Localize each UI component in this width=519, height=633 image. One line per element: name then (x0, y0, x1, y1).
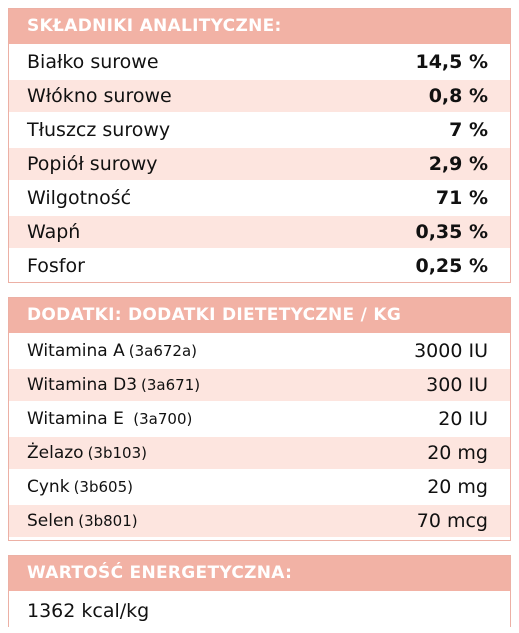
row-value: 70 mcg (416, 510, 488, 532)
table-row: Selen (3b801) 70 mcg (9, 503, 510, 537)
table-row: Fosfor 0,25 % (9, 248, 510, 282)
row-value: 0,25 % (415, 255, 488, 277)
table-row: Witamina A (3a672a) 3000 IU (9, 333, 510, 367)
row-label: Witamina E (3a700) (27, 409, 193, 429)
row-label: Białko surowe (27, 51, 159, 73)
row-value: 20 mg (427, 476, 488, 498)
table-row: Wilgotność 71 % (9, 180, 510, 214)
energy-value: 1362 kcal/kg (9, 591, 510, 627)
row-code: (3b103) (87, 444, 147, 462)
table-row: Witamina E (3a700) 20 IU (9, 401, 510, 435)
row-label: Fosfor (27, 255, 85, 277)
row-label: Witamina D3 (3a671) (27, 375, 201, 395)
table-row: Wapń 0,35 % (9, 214, 510, 248)
row-value: 0,8 % (428, 85, 488, 107)
row-code: (3a671) (141, 376, 201, 394)
row-code: (3b605) (73, 478, 133, 496)
table-row: Cynk (3b605) 20 mg (9, 469, 510, 503)
row-value: 2,9 % (428, 153, 488, 175)
analytical-components-header: SKŁADNIKI ANALITYCZNE: (9, 9, 510, 44)
row-code: (3a672a) (128, 342, 198, 360)
energy-value-panel: WARTOŚĆ ENERGETYCZNA: 1362 kcal/kg (8, 555, 511, 627)
additives-panel: DODATKI: DODATKI DIETETYCZNE / KG Witami… (8, 297, 511, 541)
row-value: 20 IU (438, 408, 488, 430)
energy-value-header: WARTOŚĆ ENERGETYCZNA: (9, 556, 510, 591)
row-label: Wapń (27, 221, 81, 243)
row-value: 7 % (449, 119, 488, 141)
table-row: Żelazo (3b103) 20 mg (9, 435, 510, 469)
row-label: Cynk (3b605) (27, 477, 133, 497)
table-row: Białko surowe 14,5 % (9, 44, 510, 78)
additives-rows: Witamina A (3a672a) 3000 IU Witamina D3 (3… (9, 333, 510, 537)
row-value: 71 % (435, 187, 488, 209)
row-label: Włókno surowe (27, 85, 172, 107)
row-value: 300 IU (426, 374, 488, 396)
analytical-components-rows: Białko surowe 14,5 % Włókno surowe 0,8 %… (9, 44, 510, 282)
additives-header: DODATKI: DODATKI DIETETYCZNE / KG (9, 298, 510, 333)
analytical-components-panel: SKŁADNIKI ANALITYCZNE: Białko surowe 14,… (8, 8, 511, 283)
row-label: Wilgotność (27, 187, 132, 209)
row-label: Tłuszcz surowy (27, 119, 171, 141)
row-value: 3000 IU (414, 340, 488, 362)
row-label: Witamina A (3a672a) (27, 341, 198, 361)
row-label: Żelazo (3b103) (27, 443, 147, 463)
table-row: Tłuszcz surowy 7 % (9, 112, 510, 146)
table-row: Popiół surowy 2,9 % (9, 146, 510, 180)
row-value: 20 mg (427, 442, 488, 464)
row-value: 0,35 % (415, 221, 488, 243)
table-row: Witamina D3 (3a671) 300 IU (9, 367, 510, 401)
table-row: Włókno surowe 0,8 % (9, 78, 510, 112)
row-label: Selen (3b801) (27, 511, 138, 531)
row-code: (3b801) (78, 512, 138, 530)
row-label: Popiół surowy (27, 153, 158, 175)
row-value: 14,5 % (415, 51, 488, 73)
row-code: (3a700) (133, 410, 193, 428)
